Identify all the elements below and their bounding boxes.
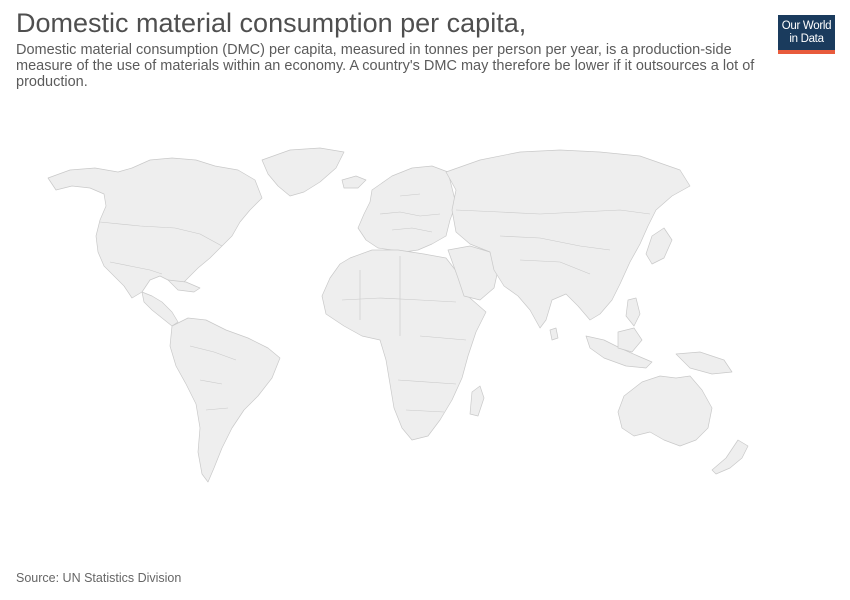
border-europe [379,193,441,233]
region-asia[interactable] [445,149,691,329]
region-central-america[interactable] [141,291,179,327]
border-canada-usa [99,221,223,247]
region-sri-lanka[interactable] [549,327,559,341]
region-iceland[interactable] [341,175,367,189]
region-north-america[interactable] [47,157,263,299]
region-south-america[interactable] [169,317,281,483]
logo-line-1: Our World [781,19,832,32]
region-caribbean[interactable] [167,279,201,293]
region-new-guinea[interactable] [675,351,733,375]
chart-subtitle: Domestic material consumption (DMC) per … [16,42,755,90]
region-japan[interactable] [645,227,673,265]
chart-title: Domestic material consumption per capita… [16,8,527,38]
region-middle-east[interactable] [447,245,499,301]
region-philippines[interactable] [625,297,641,327]
owid-logo[interactable]: Our World in Data [778,15,835,54]
region-southeast-asia-islands[interactable] [585,335,653,369]
region-africa[interactable] [321,249,487,441]
border-usa-mexico [109,261,163,275]
region-australia[interactable] [617,375,713,447]
logo-line-2: in Data [789,32,824,45]
source-note: Source: UN Statistics Division [16,571,182,585]
region-borneo[interactable] [617,327,643,353]
world-map[interactable] [0,140,850,490]
region-madagascar[interactable] [469,385,485,417]
border-africa [341,256,467,413]
region-greenland[interactable] [261,147,345,197]
border-asia [455,209,651,275]
region-new-zealand[interactable] [711,439,749,475]
border-south-america [189,345,237,411]
region-europe[interactable] [357,165,457,253]
